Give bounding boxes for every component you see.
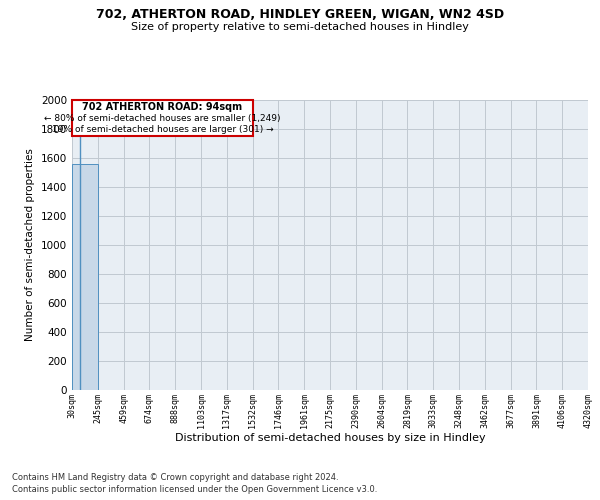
Text: 702 ATHERTON ROAD: 94sqm: 702 ATHERTON ROAD: 94sqm [82, 102, 242, 112]
Text: Size of property relative to semi-detached houses in Hindley: Size of property relative to semi-detach… [131, 22, 469, 32]
Text: Contains public sector information licensed under the Open Government Licence v3: Contains public sector information licen… [12, 485, 377, 494]
Text: 19% of semi-detached houses are larger (301) →: 19% of semi-detached houses are larger (… [52, 124, 273, 134]
Text: ← 80% of semi-detached houses are smaller (1,249): ← 80% of semi-detached houses are smalle… [44, 114, 281, 122]
X-axis label: Distribution of semi-detached houses by size in Hindley: Distribution of semi-detached houses by … [175, 434, 485, 444]
Text: Contains HM Land Registry data © Crown copyright and database right 2024.: Contains HM Land Registry data © Crown c… [12, 472, 338, 482]
Text: 702, ATHERTON ROAD, HINDLEY GREEN, WIGAN, WN2 4SD: 702, ATHERTON ROAD, HINDLEY GREEN, WIGAN… [96, 8, 504, 20]
FancyBboxPatch shape [72, 100, 253, 136]
Y-axis label: Number of semi-detached properties: Number of semi-detached properties [25, 148, 35, 342]
Bar [72, 164, 98, 390]
